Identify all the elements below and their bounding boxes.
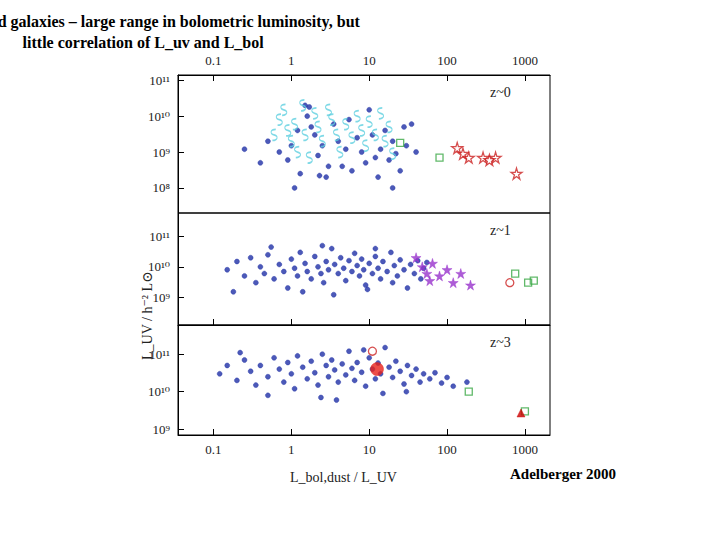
svg-text:10: 10 (363, 442, 376, 457)
svg-text:10⁸: 10⁸ (152, 180, 170, 195)
svg-text:L_bol,dust / L_UV: L_bol,dust / L_UV (290, 470, 397, 485)
svg-text:0.1: 0.1 (205, 53, 221, 68)
svg-text:1000: 1000 (512, 53, 538, 68)
svg-text:Adelberger 2000: Adelberger 2000 (510, 466, 616, 482)
svg-text:L_UV / h⁻² L⊙: L_UV / h⁻² L⊙ (139, 271, 155, 360)
svg-text:UV selected galaxies – large r: UV selected galaxies – large range in bo… (0, 13, 361, 31)
svg-text:10¹¹: 10¹¹ (149, 229, 170, 244)
svg-text:z~3: z~3 (490, 335, 511, 350)
svg-text:little correlation of L_uv and: little correlation of L_uv and L_bol (23, 34, 265, 51)
svg-text:z~1: z~1 (490, 223, 511, 238)
svg-text:1: 1 (288, 442, 295, 457)
svg-text:10⁹: 10⁹ (152, 145, 170, 160)
svg-text:100: 100 (437, 442, 457, 457)
svg-text:10¹⁰: 10¹⁰ (148, 384, 170, 399)
svg-text:10¹¹: 10¹¹ (149, 347, 170, 362)
svg-text:10¹⁰: 10¹⁰ (148, 259, 170, 274)
svg-text:10¹¹: 10¹¹ (149, 73, 170, 88)
svg-text:z~0: z~0 (490, 85, 511, 100)
svg-text:1: 1 (288, 53, 295, 68)
svg-text:1000: 1000 (512, 442, 538, 457)
svg-text:0.1: 0.1 (205, 442, 221, 457)
svg-text:10¹⁰: 10¹⁰ (148, 109, 170, 124)
svg-text:10⁹: 10⁹ (152, 290, 170, 305)
svg-text:10⁹: 10⁹ (152, 422, 170, 437)
svg-text:100: 100 (437, 53, 457, 68)
svg-text:10: 10 (363, 53, 376, 68)
